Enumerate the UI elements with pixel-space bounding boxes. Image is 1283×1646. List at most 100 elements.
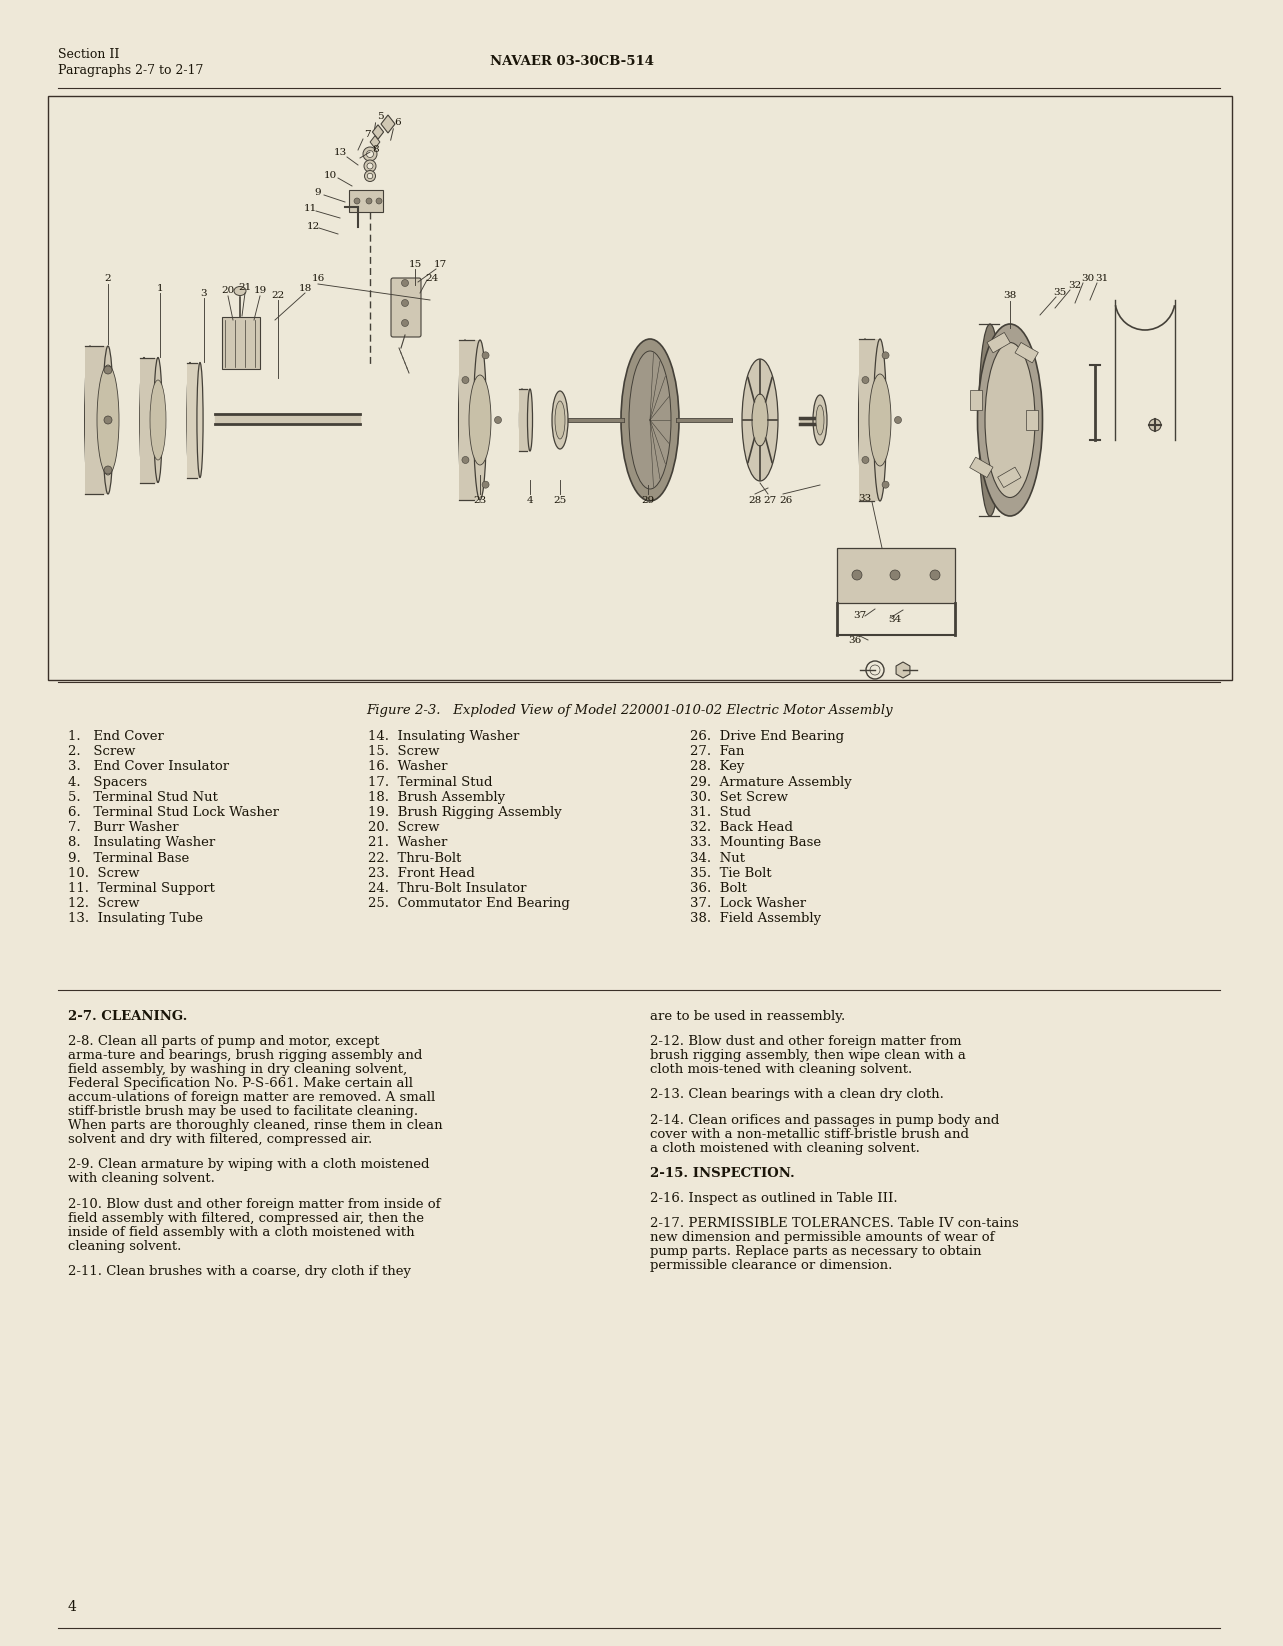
Text: 16: 16 bbox=[312, 273, 325, 283]
Ellipse shape bbox=[869, 374, 890, 466]
Text: 11: 11 bbox=[303, 204, 317, 212]
Circle shape bbox=[364, 171, 376, 181]
Text: accum-ulations of foreign matter are removed. A small: accum-ulations of foreign matter are rem… bbox=[68, 1091, 435, 1104]
Text: 17: 17 bbox=[434, 260, 446, 268]
Text: 36.  Bolt: 36. Bolt bbox=[690, 882, 747, 895]
Text: are to be used in reassembly.: are to be used in reassembly. bbox=[650, 1011, 845, 1024]
Text: 21.  Washer: 21. Washer bbox=[368, 836, 448, 849]
Text: 7.   Burr Washer: 7. Burr Washer bbox=[68, 821, 178, 835]
Text: Section II: Section II bbox=[58, 48, 119, 61]
Text: 14.  Insulating Washer: 14. Insulating Washer bbox=[368, 729, 520, 742]
Text: cleaning solvent.: cleaning solvent. bbox=[68, 1239, 181, 1253]
Text: 19: 19 bbox=[253, 285, 267, 295]
Text: new dimension and permissible amounts of wear of: new dimension and permissible amounts of… bbox=[650, 1231, 994, 1244]
Text: 20: 20 bbox=[222, 285, 235, 295]
Text: 7: 7 bbox=[363, 130, 371, 138]
Ellipse shape bbox=[629, 351, 671, 489]
Text: 29: 29 bbox=[642, 495, 654, 505]
Ellipse shape bbox=[858, 339, 871, 500]
Text: 13.  Insulating Tube: 13. Insulating Tube bbox=[68, 912, 203, 925]
Text: arma-ture and bearings, brush rigging assembly and: arma-ture and bearings, brush rigging as… bbox=[68, 1049, 422, 1062]
Text: 34.  Nut: 34. Nut bbox=[690, 851, 745, 864]
Text: 26.  Drive End Bearing: 26. Drive End Bearing bbox=[690, 729, 844, 742]
Text: 10: 10 bbox=[323, 171, 336, 179]
Text: 33.  Mounting Base: 33. Mounting Base bbox=[690, 836, 821, 849]
Ellipse shape bbox=[98, 365, 119, 476]
Text: 13: 13 bbox=[334, 148, 346, 156]
Text: 28.  Key: 28. Key bbox=[690, 760, 744, 774]
Text: a cloth moistened with cleaning solvent.: a cloth moistened with cleaning solvent. bbox=[650, 1142, 920, 1154]
Text: inside of field assembly with a cloth moistened with: inside of field assembly with a cloth mo… bbox=[68, 1226, 414, 1238]
Text: 23: 23 bbox=[473, 495, 486, 505]
Bar bbox=[998, 467, 1021, 487]
Bar bbox=[187, 362, 200, 477]
Circle shape bbox=[367, 173, 373, 179]
Text: 15.  Screw: 15. Screw bbox=[368, 746, 440, 759]
Text: 28: 28 bbox=[748, 495, 762, 505]
Text: 27: 27 bbox=[763, 495, 776, 505]
Bar bbox=[970, 390, 981, 410]
Text: 8.   Insulating Washer: 8. Insulating Washer bbox=[68, 836, 216, 849]
Text: 30.  Set Screw: 30. Set Screw bbox=[690, 790, 788, 803]
Circle shape bbox=[104, 365, 112, 374]
Ellipse shape bbox=[552, 392, 568, 449]
Circle shape bbox=[402, 300, 408, 306]
Bar bbox=[85, 346, 108, 494]
Text: 5: 5 bbox=[377, 112, 384, 120]
Circle shape bbox=[852, 570, 862, 579]
Text: 2-14. Clean orifices and passages in pump body and: 2-14. Clean orifices and passages in pum… bbox=[650, 1114, 999, 1126]
Circle shape bbox=[890, 570, 899, 579]
Text: 2-13. Clean bearings with a clean dry cloth.: 2-13. Clean bearings with a clean dry cl… bbox=[650, 1088, 944, 1101]
Ellipse shape bbox=[140, 357, 149, 482]
Text: 10.  Screw: 10. Screw bbox=[68, 867, 140, 881]
Text: 23.  Front Head: 23. Front Head bbox=[368, 867, 475, 881]
Text: 16.  Washer: 16. Washer bbox=[368, 760, 448, 774]
Text: 17.  Terminal Stud: 17. Terminal Stud bbox=[368, 775, 493, 788]
Bar bbox=[858, 339, 880, 500]
Text: NAVAER 03-30CB-514: NAVAER 03-30CB-514 bbox=[490, 54, 654, 67]
Text: 6: 6 bbox=[395, 117, 402, 127]
Text: 35.  Tie Bolt: 35. Tie Bolt bbox=[690, 867, 771, 881]
Text: 9: 9 bbox=[314, 188, 321, 196]
Text: solvent and dry with filtered, compressed air.: solvent and dry with filtered, compresse… bbox=[68, 1132, 372, 1146]
Ellipse shape bbox=[234, 286, 246, 296]
Text: cloth mois-tened with cleaning solvent.: cloth mois-tened with cleaning solvent. bbox=[650, 1063, 912, 1076]
Ellipse shape bbox=[470, 375, 491, 466]
Text: cover with a non-metallic stiff-bristle brush and: cover with a non-metallic stiff-bristle … bbox=[650, 1128, 969, 1141]
Ellipse shape bbox=[527, 388, 532, 451]
Text: 2.   Screw: 2. Screw bbox=[68, 746, 136, 759]
Polygon shape bbox=[370, 135, 380, 148]
Text: 18: 18 bbox=[299, 283, 312, 293]
Text: 2-16. Inspect as outlined in Table III.: 2-16. Inspect as outlined in Table III. bbox=[650, 1192, 898, 1205]
Text: 32: 32 bbox=[1069, 280, 1082, 290]
Text: 37: 37 bbox=[853, 612, 866, 621]
Text: 3.   End Cover Insulator: 3. End Cover Insulator bbox=[68, 760, 230, 774]
Text: 2-8. Clean all parts of pump and motor, except: 2-8. Clean all parts of pump and motor, … bbox=[68, 1035, 380, 1049]
Text: 2-17. PERMISSIBLE TOLERANCES. Table IV con-tains: 2-17. PERMISSIBLE TOLERANCES. Table IV c… bbox=[650, 1216, 1019, 1230]
Text: field assembly with filtered, compressed air, then the: field assembly with filtered, compressed… bbox=[68, 1211, 423, 1225]
Text: 6.   Terminal Stud Lock Washer: 6. Terminal Stud Lock Washer bbox=[68, 807, 278, 820]
Circle shape bbox=[366, 198, 372, 204]
Circle shape bbox=[930, 570, 940, 579]
Ellipse shape bbox=[979, 324, 1001, 515]
Text: 33: 33 bbox=[858, 494, 871, 502]
Ellipse shape bbox=[752, 393, 769, 446]
Ellipse shape bbox=[196, 362, 203, 477]
Bar bbox=[458, 341, 480, 500]
Text: 35: 35 bbox=[1053, 288, 1066, 296]
Text: 4.   Spacers: 4. Spacers bbox=[68, 775, 148, 788]
Text: When parts are thoroughly cleaned, rinse them in clean: When parts are thoroughly cleaned, rinse… bbox=[68, 1119, 443, 1132]
Ellipse shape bbox=[150, 380, 166, 459]
Bar bbox=[1015, 342, 1038, 362]
Bar bbox=[520, 388, 530, 451]
Text: field assembly, by washing in dry cleaning solvent,: field assembly, by washing in dry cleani… bbox=[68, 1063, 407, 1076]
Ellipse shape bbox=[556, 402, 565, 439]
Text: 25: 25 bbox=[553, 495, 567, 505]
Text: 30: 30 bbox=[1082, 273, 1094, 283]
Text: 31.  Stud: 31. Stud bbox=[690, 807, 751, 820]
Circle shape bbox=[881, 481, 889, 489]
Text: 15: 15 bbox=[408, 260, 422, 268]
Circle shape bbox=[104, 466, 112, 474]
Text: 26: 26 bbox=[779, 495, 793, 505]
Text: Paragraphs 2-7 to 2-17: Paragraphs 2-7 to 2-17 bbox=[58, 64, 204, 77]
